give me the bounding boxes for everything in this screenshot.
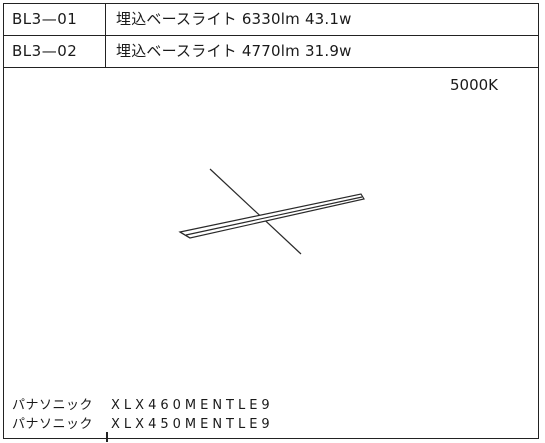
column-divider-stub: [106, 432, 108, 442]
fixture-drawing: [178, 168, 365, 255]
light-fixture-end: [179, 231, 191, 239]
light-fixture-inner: [185, 196, 363, 236]
color-temperature: 5000K: [449, 76, 498, 94]
cross-line-a: [209, 168, 302, 255]
fixture-spec-sheet: BL3—01 埋込ベースライト 6330lm 43.1w BL3—02 埋込ベー…: [3, 3, 539, 442]
maker-name: パナソニック: [12, 417, 94, 432]
spec-row: BL3—02 埋込ベースライト 4770lm 31.9w: [4, 36, 538, 68]
model-number: XLX450MENTLE9: [111, 417, 274, 432]
model-number: XLX460MENTLE9: [111, 398, 274, 413]
fixture-sketch: [178, 168, 365, 255]
spec-row: BL3—01 埋込ベースライト 6330lm 43.1w: [4, 4, 538, 36]
fixture-code: BL3—02: [4, 36, 106, 67]
manufacturer-line: パナソニック XLX460MENTLE9: [12, 394, 274, 413]
fixture-description: 埋込ベースライト 4770lm 31.9w: [116, 42, 352, 60]
fixture-description: 埋込ベースライト 6330lm 43.1w: [116, 10, 352, 28]
fixture-code: BL3—01: [4, 4, 106, 35]
manufacturer-line: パナソニック XLX450MENTLE9: [12, 413, 274, 432]
maker-name: パナソニック: [12, 398, 94, 413]
